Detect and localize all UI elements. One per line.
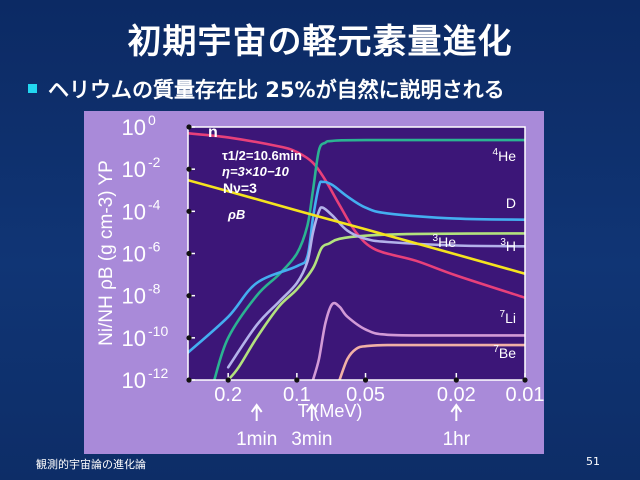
footer-course-title: 観測的宇宙論の進化論 (36, 458, 146, 471)
x-tick-label: 0.02 (437, 384, 476, 406)
x-tick-dot (362, 377, 369, 383)
y-tick-label: 10 (122, 368, 146, 393)
x-axis-label: T (MeV) (298, 401, 363, 421)
y-tick-label: 10 (122, 157, 146, 182)
x-tick-layer: 0.2 0.1 0.05 0.02 0.01 (214, 373, 544, 406)
y-axis-label: Ni/NH ρB (g cm-3) YP (96, 160, 117, 346)
series-line-3h (226, 206, 525, 369)
time-arrow-icon (250, 403, 263, 421)
y-tick-label: 10 (122, 326, 146, 351)
time-arrow-icon (450, 403, 463, 421)
series-line-n (188, 132, 525, 299)
y-tick-dot (186, 293, 192, 299)
time-marker-label: 3min (291, 429, 332, 450)
annotation-eta: η=3×10−10 (222, 164, 290, 179)
parameter-annotations: τ1/2=10.6min η=3×10−10 Nν=3 ρB (222, 148, 302, 222)
footer-page-number: 51 (586, 455, 600, 468)
series-label-3h: 3H (500, 237, 516, 254)
x-tick-label: 0.01 (506, 384, 544, 406)
x-tick-dot (522, 377, 528, 383)
y-tick-label: 10 (122, 199, 146, 224)
y-tick-exponent: -2 (148, 154, 161, 170)
plot-area (188, 127, 525, 380)
time-marker-label: 1min (236, 429, 277, 450)
y-tick-exponent: 0 (148, 112, 156, 128)
series-label-7li: 7Li (500, 309, 516, 326)
bullet-square-icon (28, 84, 37, 93)
series-label-layer: n 4He D 3He 3H 7Li 7Be (208, 124, 516, 361)
series-line-d (188, 180, 525, 354)
annotation-nnu: Nν=3 (223, 180, 257, 196)
time-marker-label: 1hr (443, 429, 471, 450)
y-tick-label: 10 (122, 115, 146, 140)
x-tick-label: 0.1 (283, 384, 311, 406)
y-tick-exponent: -4 (148, 196, 161, 212)
y-tick-dot (186, 250, 192, 257)
x-tick-dot (225, 377, 231, 383)
series-line-baryon-density (188, 178, 525, 275)
y-tick-label: 10 (122, 284, 146, 309)
series-label-3he: 3He (433, 233, 457, 250)
annotation-tau: τ1/2=10.6min (222, 148, 302, 163)
y-tick-label: 10 (122, 242, 146, 267)
series-label-d: D (506, 195, 516, 211)
x-tick-dot (294, 377, 300, 383)
x-tick-dot (453, 377, 459, 383)
y-tick-exponent: -6 (148, 239, 161, 255)
y-tick-dot (186, 335, 192, 341)
y-tick-dot (186, 208, 192, 214)
series-line-7li (311, 301, 525, 380)
x-tick-label: 0.2 (214, 384, 242, 406)
y-tick-dot (186, 124, 192, 130)
y-tick-exponent: -12 (148, 365, 168, 381)
y-tick-dot (186, 377, 192, 383)
series-line-7be (338, 343, 525, 380)
series-label-7be: 7Be (493, 344, 516, 361)
series-layer (188, 132, 525, 380)
y-tick-exponent: -10 (148, 323, 168, 339)
x-tick-label: 0.05 (346, 384, 385, 406)
series-label-n: n (208, 124, 218, 141)
time-marker-layer: 1min 3min 1hr (236, 403, 471, 450)
bullet-text: ヘリウムの質量存在比 25%が自然に説明される (48, 78, 505, 102)
series-label-4he: 4He (493, 147, 517, 164)
annotation-rhob: ρB (227, 207, 245, 222)
slide-title: 初期宇宙の軽元素量進化 (127, 22, 513, 62)
series-line-4he (213, 138, 525, 380)
y-tick-exponent: -8 (148, 281, 161, 297)
time-arrow-icon (305, 403, 318, 421)
y-tick-dot (186, 166, 192, 172)
